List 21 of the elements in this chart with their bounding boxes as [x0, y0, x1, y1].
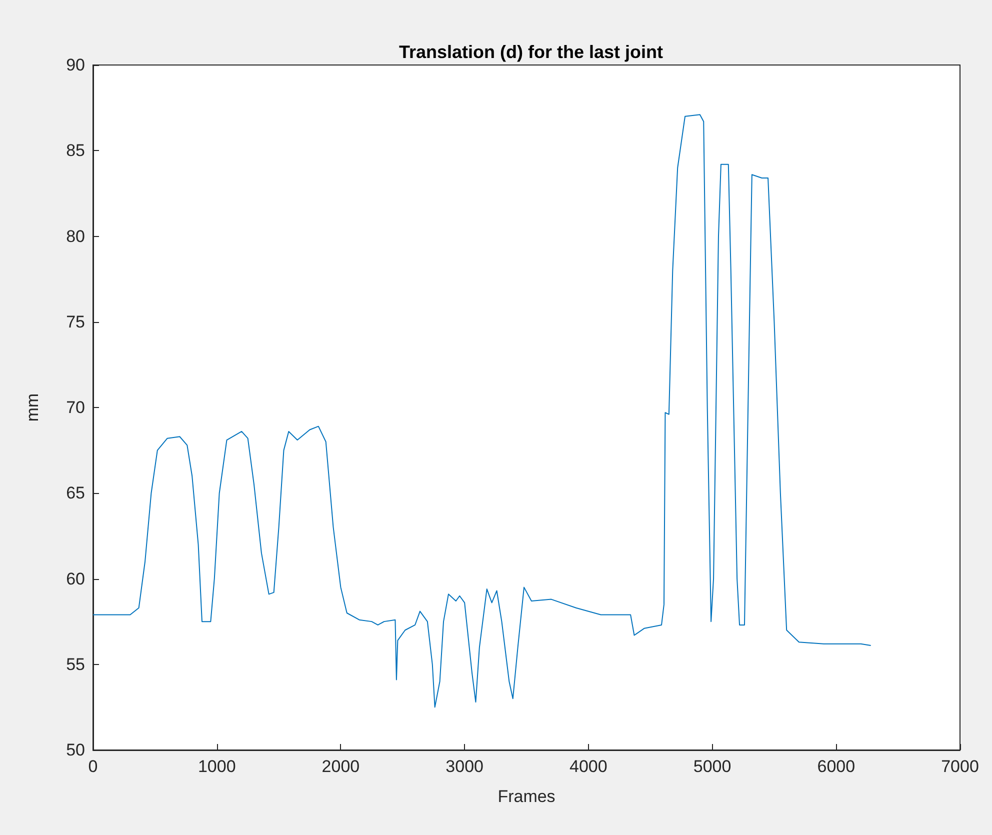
y-tick-label: 55 — [66, 654, 85, 674]
x-tick-label: 7000 — [941, 757, 979, 776]
x-tick-label: 0 — [88, 757, 98, 776]
x-tick-label: 6000 — [817, 757, 856, 776]
x-tick-label: 2000 — [322, 757, 360, 776]
y-tick-label: 50 — [66, 740, 85, 760]
y-tick-label: 75 — [66, 312, 85, 332]
x-tick-label: 1000 — [198, 757, 236, 776]
x-tick-label: 3000 — [446, 757, 484, 776]
x-tick-label: 5000 — [693, 757, 732, 776]
chart-title: Translation (d) for the last joint — [398, 42, 664, 62]
y-axis-title: mm — [23, 393, 42, 422]
x-axis-title: Frames — [498, 787, 556, 806]
x-tick-label: 4000 — [570, 757, 608, 776]
y-tick-label: 90 — [66, 56, 85, 74]
y-tick-label: 80 — [66, 226, 85, 246]
line-series — [92, 114, 872, 708]
y-tick-label: 70 — [66, 398, 85, 417]
y-tick-label: 60 — [66, 569, 85, 588]
y-tick-label: 85 — [66, 141, 85, 160]
y-tick-label: 65 — [66, 484, 85, 503]
